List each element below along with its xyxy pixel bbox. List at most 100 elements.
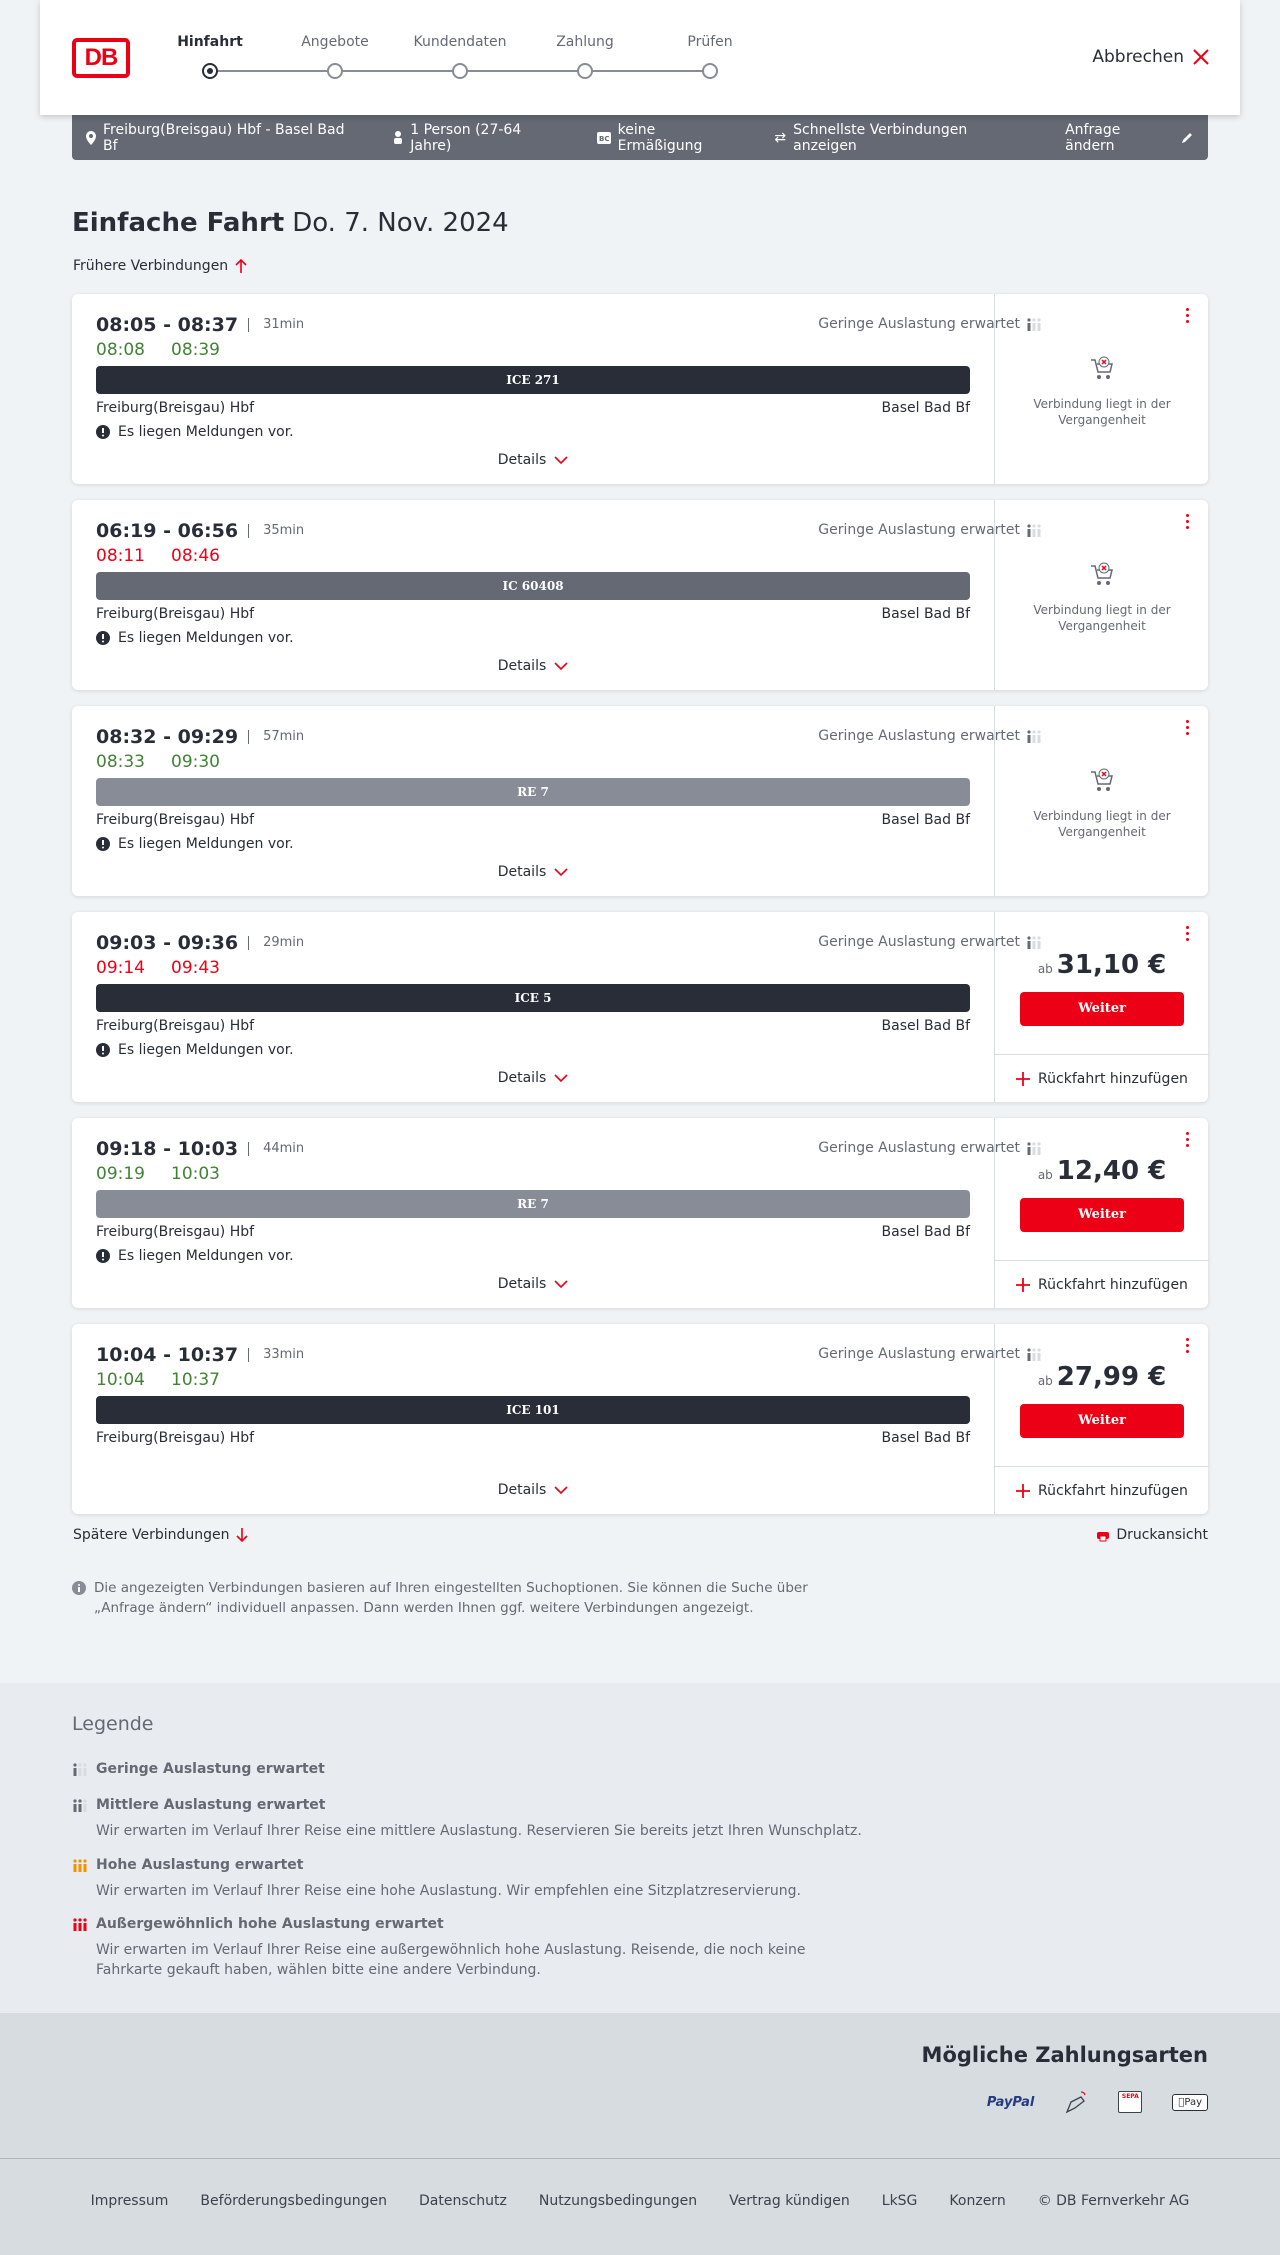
fastest-text: Schnellste Verbindungen anzeigen	[793, 121, 968, 154]
header: DB Abbrechen Hinfahrt Angebote Kundendaten…	[40, 0, 1240, 115]
continue-button[interactable]: Weiter	[1020, 1198, 1184, 1232]
svg-text:BC: BC	[599, 135, 609, 143]
realtime-arrival: 09:30	[171, 752, 220, 772]
details-toggle[interactable]: Details	[72, 1070, 994, 1086]
duration: 44min	[248, 1142, 304, 1156]
more-options-icon[interactable]	[1186, 308, 1190, 326]
occupancy-icon	[1027, 1142, 1041, 1155]
price-value: 31,10 €	[1056, 950, 1167, 980]
origin-station: Freiburg(Breisgau) Hbf	[96, 400, 255, 416]
occupancy-info: Geringe Auslastung erwartet	[672, 1140, 1042, 1156]
footer: Impressum Beförderungsbedingungen Datensch…	[0, 2158, 1280, 2255]
realtime-departure: 09:14	[96, 958, 145, 978]
edit-request-button[interactable]: Anfrage ändern	[1065, 122, 1194, 154]
connection-card: 08:05 - 08:37 31min 08:08 08:39 Geringe Au…	[72, 294, 1208, 484]
price-value: 27,99 €	[1056, 1362, 1167, 1392]
legend-item-title: Geringe Auslastung erwartet	[96, 1761, 325, 1777]
pencil-icon	[1182, 132, 1193, 143]
occupancy-text: Geringe Auslastung erwartet	[818, 1140, 1020, 1156]
notice: Es liegen Meldungen vor.	[96, 424, 294, 440]
add-return-trip-button[interactable]: Rückfahrt hinzufügen	[995, 1054, 1209, 1102]
footer-link[interactable]: © DB Fernverkehr AG	[1037, 2193, 1190, 2209]
train-bar[interactable]: RE 7	[96, 778, 970, 806]
time-range: 09:03 - 09:36	[96, 932, 239, 954]
more-options-icon[interactable]	[1186, 720, 1190, 738]
time-range: 10:04 - 10:37	[96, 1344, 239, 1366]
step-2-label: Kundendaten	[413, 34, 507, 50]
step-2-indicator	[452, 63, 468, 79]
print-view-link[interactable]: Druckansicht	[1096, 1527, 1208, 1543]
cancel-button[interactable]: Abbrechen	[1092, 47, 1210, 67]
past-connection-text: Verbindung liegt in der Vergangenheit	[1033, 397, 1171, 427]
more-options-icon[interactable]	[1186, 514, 1190, 532]
occupancy-info: Geringe Auslastung erwartet	[672, 1346, 1042, 1362]
legend-item-title: Außergewöhnlich hohe Auslastung erwartet	[96, 1916, 444, 1932]
train-bar[interactable]: ICE 271	[96, 366, 970, 394]
db-logo[interactable]: DB	[72, 38, 130, 78]
discount-summary: BC keine Ermäßigung	[596, 121, 745, 154]
discount-text: keine Ermäßigung	[617, 121, 703, 154]
legend-item-text: Wir erwarten im Verlauf Ihrer Reise eine…	[96, 1883, 801, 1899]
later-connections-link[interactable]: Spätere Verbindungen	[73, 1527, 249, 1543]
details-toggle[interactable]: Details	[72, 1276, 994, 1292]
more-options-icon[interactable]	[1186, 1338, 1190, 1356]
time-range: 06:19 - 06:56	[96, 520, 239, 542]
payment-title: Mögliche Zahlungsarten	[921, 2043, 1208, 2067]
notice-text: Es liegen Meldungen vor.	[118, 424, 294, 440]
persons-text: 1 Person (27-64 Jahre)	[410, 121, 522, 154]
add-return-trip-button[interactable]: Rückfahrt hinzufügen	[995, 1466, 1209, 1514]
details-toggle[interactable]: Details	[72, 658, 994, 674]
past-connection-notice: Verbindung liegt in der Vergangenheit	[995, 560, 1209, 634]
realtime-times: 08:33 09:30	[96, 752, 220, 772]
occupancy-info: Geringe Auslastung erwartet	[672, 316, 1042, 332]
realtime-times: 10:04 10:37	[96, 1370, 220, 1390]
notice-text: Es liegen Meldungen vor.	[118, 836, 294, 852]
duration: 31min	[248, 318, 304, 332]
footer-link[interactable]: LkSG	[881, 2193, 918, 2209]
details-toggle[interactable]: Details	[72, 864, 994, 880]
price: ab 27,99 €	[995, 1362, 1209, 1392]
person-icon	[394, 131, 403, 144]
chevron-down-icon	[554, 1073, 568, 1082]
plus-icon	[1016, 1277, 1031, 1292]
arrow-down-icon	[236, 1528, 249, 1543]
legend-item: Außergewöhnlich hohe Auslastung erwartet…	[72, 1916, 872, 1980]
offer-panel: ab 27,99 € Weiter Rückfahrt hinzufügen	[994, 1324, 1209, 1514]
footer-link[interactable]: Impressum	[90, 2193, 169, 2209]
footer-link[interactable]: Vertrag kündigen	[729, 2193, 850, 2209]
details-toggle[interactable]: Details	[72, 452, 994, 468]
train-bar[interactable]: ICE 5	[96, 984, 970, 1012]
plus-icon	[1016, 1483, 1031, 1498]
occupancy-icon	[1027, 524, 1041, 537]
past-connection-text: Verbindung liegt in der Vergangenheit	[1033, 809, 1171, 839]
trip-date: Do. 7. Nov. 2024	[292, 208, 509, 238]
footer-link[interactable]: Konzern	[949, 2193, 1006, 2209]
realtime-arrival: 08:46	[171, 546, 220, 566]
origin-station: Freiburg(Breisgau) Hbf	[96, 1430, 255, 1446]
details-toggle[interactable]: Details	[72, 1482, 994, 1498]
more-options-icon[interactable]	[1186, 926, 1190, 944]
origin-station: Freiburg(Breisgau) Hbf	[96, 812, 255, 828]
earlier-connections-link[interactable]: Frühere Verbindungen	[73, 258, 248, 274]
footer-link[interactable]: Datenschutz	[418, 2193, 507, 2209]
train-bar[interactable]: RE 7	[96, 1190, 970, 1218]
more-options-icon[interactable]	[1186, 1132, 1190, 1150]
alert-icon	[96, 1043, 110, 1057]
footer-link[interactable]: Beförderungsbedingungen	[200, 2193, 387, 2209]
train-bar[interactable]: IC 60408	[96, 572, 970, 600]
details-label: Details	[497, 1070, 547, 1086]
offer-panel: ab 31,10 € Weiter Rückfahrt hinzufügen	[994, 912, 1209, 1102]
print-label: Druckansicht	[1116, 1527, 1208, 1543]
occupancy-icon	[73, 1763, 87, 1776]
offer-panel: ab 12,40 € Weiter Rückfahrt hinzufügen	[994, 1118, 1209, 1308]
realtime-departure: 08:33	[96, 752, 145, 772]
train-bar[interactable]: ICE 101	[96, 1396, 970, 1424]
price: ab 31,10 €	[995, 950, 1209, 980]
footer-link[interactable]: Nutzungsbedingungen	[538, 2193, 698, 2209]
step-0-indicator	[202, 63, 218, 79]
realtime-departure: 08:08	[96, 340, 145, 360]
continue-button[interactable]: Weiter	[1020, 1404, 1184, 1438]
continue-button[interactable]: Weiter	[1020, 992, 1184, 1026]
offer-panel: Verbindung liegt in der Vergangenheit	[994, 294, 1208, 484]
add-return-trip-button[interactable]: Rückfahrt hinzufügen	[995, 1260, 1209, 1308]
